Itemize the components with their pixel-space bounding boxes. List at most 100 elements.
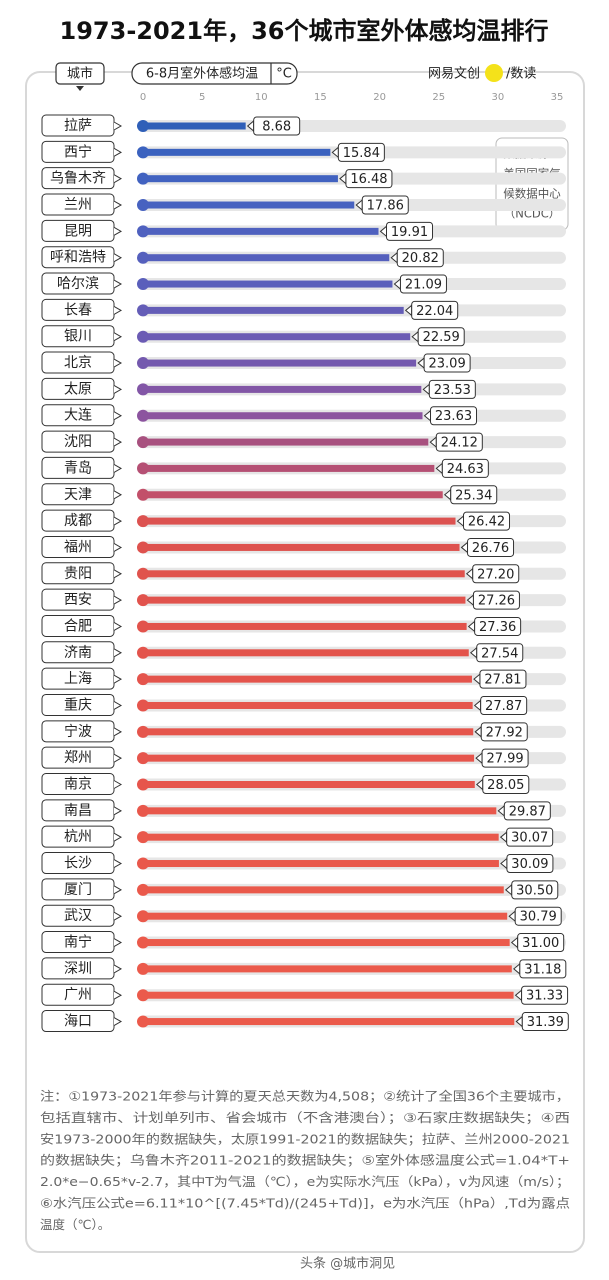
value-label-box bbox=[472, 590, 520, 610]
value-label: 24.12 bbox=[441, 436, 478, 451]
category-label: 长沙 bbox=[64, 856, 92, 872]
city-pointer bbox=[113, 411, 123, 421]
city-pointer bbox=[113, 305, 123, 315]
city-pointer bbox=[113, 332, 123, 342]
value-label: 24.63 bbox=[447, 462, 484, 477]
bar-dot bbox=[137, 857, 149, 870]
city-pointer bbox=[113, 516, 123, 526]
bar-dot bbox=[137, 278, 149, 291]
value-label: 27.87 bbox=[485, 699, 522, 714]
value-label: 17.86 bbox=[367, 199, 404, 214]
value-label-box bbox=[417, 327, 465, 347]
value-label-box bbox=[519, 959, 567, 979]
bar-dot bbox=[137, 989, 149, 1002]
bar-dot bbox=[137, 594, 149, 607]
x-tick-label: 10 bbox=[255, 92, 268, 103]
value-label-box bbox=[472, 564, 520, 584]
city-pointer bbox=[113, 832, 123, 842]
bar-dot bbox=[137, 778, 149, 791]
value-label: 27.81 bbox=[484, 673, 521, 688]
value-label-box bbox=[450, 485, 498, 505]
note-line: 的数据缺失；乌鲁木齐2011-2021的数据缺失；⑤室外体感温度公式=1.04*… bbox=[40, 1153, 570, 1168]
value-label: 22.59 bbox=[423, 330, 460, 345]
value-label-box bbox=[337, 142, 385, 162]
value-label-box bbox=[423, 353, 471, 373]
category-label: 南宁 bbox=[64, 934, 92, 951]
bar bbox=[143, 254, 390, 262]
brand-logo bbox=[485, 64, 503, 82]
city-pointer bbox=[113, 200, 123, 210]
city-pointer bbox=[113, 358, 123, 368]
city-pointer bbox=[113, 701, 123, 710]
category-label: 郑州 bbox=[64, 750, 92, 766]
value-label: 19.91 bbox=[391, 225, 428, 240]
bar-dot bbox=[137, 515, 149, 528]
bar bbox=[143, 175, 338, 183]
brand: 网易文创 bbox=[428, 67, 480, 82]
bar bbox=[143, 517, 456, 525]
bar-dot bbox=[137, 304, 149, 317]
category-label: 重庆 bbox=[64, 697, 92, 713]
value-label: 22.04 bbox=[416, 304, 453, 319]
category-label: 太原 bbox=[64, 381, 92, 397]
value-label-box bbox=[361, 195, 409, 215]
city-pointer bbox=[113, 253, 123, 263]
value-label-box bbox=[467, 537, 515, 557]
value-label: 27.92 bbox=[486, 725, 523, 740]
bar bbox=[143, 148, 331, 156]
value-label-box bbox=[480, 722, 528, 742]
value-label-box bbox=[479, 669, 527, 689]
bar bbox=[143, 227, 379, 235]
city-pointer bbox=[113, 121, 123, 131]
value-label: 28.05 bbox=[487, 778, 524, 793]
value-label: 23.53 bbox=[434, 383, 471, 398]
category-label: 大连 bbox=[64, 408, 92, 424]
bar-dot bbox=[137, 831, 149, 844]
value-label-box bbox=[511, 880, 559, 900]
value-label: 23.09 bbox=[429, 357, 466, 372]
category-label: 济南 bbox=[64, 645, 92, 661]
bar bbox=[143, 333, 411, 341]
value-label-box bbox=[480, 695, 528, 715]
value-label-box bbox=[253, 116, 301, 136]
category-label: 北京 bbox=[64, 355, 92, 371]
city-pointer bbox=[113, 595, 123, 605]
value-label: 8.68 bbox=[262, 120, 291, 135]
bar-dot bbox=[137, 409, 149, 422]
category-label: 长春 bbox=[64, 302, 92, 318]
value-header: 6-8月室外体感均温 bbox=[146, 66, 258, 82]
bar bbox=[143, 939, 510, 947]
value-label-box bbox=[396, 248, 444, 268]
category-label: 西宁 bbox=[64, 143, 92, 160]
bar bbox=[143, 359, 417, 367]
note-line: 温度（℃）。 bbox=[40, 1217, 110, 1232]
bar-dot bbox=[137, 462, 149, 475]
bar-dot bbox=[137, 725, 149, 738]
value-label: 20.82 bbox=[402, 251, 439, 266]
category-label: 呼和浩特 bbox=[50, 250, 106, 266]
value-label-box bbox=[399, 274, 447, 294]
bar-dot bbox=[137, 699, 149, 712]
value-label: 23.63 bbox=[435, 409, 472, 424]
bar bbox=[143, 701, 473, 709]
watermark: 头条 @城市洞见 bbox=[300, 1256, 395, 1272]
city-pointer bbox=[113, 780, 123, 789]
value-label: 30.07 bbox=[511, 831, 548, 846]
category-label: 沈阳 bbox=[64, 434, 92, 450]
value-label: 26.42 bbox=[468, 515, 505, 530]
bar bbox=[143, 122, 246, 130]
bar bbox=[143, 438, 429, 446]
category-label: 西安 bbox=[64, 592, 92, 608]
value-label: 27.54 bbox=[481, 646, 518, 661]
category-label: 哈尔滨 bbox=[57, 276, 99, 292]
header-box bbox=[55, 62, 105, 85]
value-label-box bbox=[481, 748, 529, 768]
category-header: 城市 bbox=[67, 66, 93, 82]
bar bbox=[143, 570, 465, 578]
category-label: 深圳 bbox=[64, 961, 92, 977]
value-label-box bbox=[386, 221, 434, 241]
value-label: 29.87 bbox=[509, 804, 546, 819]
unit: °C bbox=[276, 67, 292, 82]
note-line: ⑥水汽压公式e=6.11*10^[(7.45*Td)/(245+Td)]，e为水… bbox=[40, 1196, 570, 1211]
value-label: 16.48 bbox=[350, 172, 387, 187]
